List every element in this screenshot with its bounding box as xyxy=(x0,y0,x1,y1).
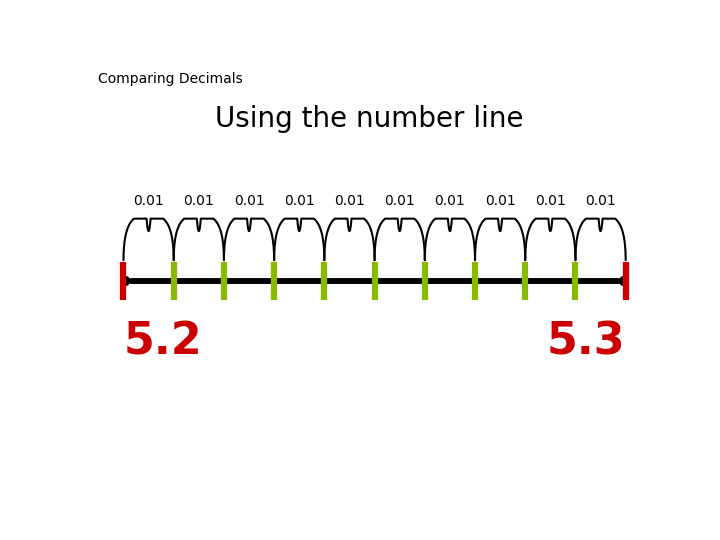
Text: 0.01: 0.01 xyxy=(435,194,465,208)
Text: 0.01: 0.01 xyxy=(384,194,415,208)
Text: 0.01: 0.01 xyxy=(485,194,516,208)
Text: 0.01: 0.01 xyxy=(133,194,164,208)
Text: Using the number line: Using the number line xyxy=(215,105,523,133)
Text: 0.01: 0.01 xyxy=(585,194,616,208)
Text: 0.01: 0.01 xyxy=(334,194,365,208)
Text: 0.01: 0.01 xyxy=(234,194,264,208)
Text: 5.3: 5.3 xyxy=(547,321,626,363)
Text: 0.01: 0.01 xyxy=(184,194,214,208)
Text: 0.01: 0.01 xyxy=(535,194,566,208)
Text: Comparing Decimals: Comparing Decimals xyxy=(99,72,243,86)
Text: 5.2: 5.2 xyxy=(124,321,202,363)
Text: 0.01: 0.01 xyxy=(284,194,315,208)
